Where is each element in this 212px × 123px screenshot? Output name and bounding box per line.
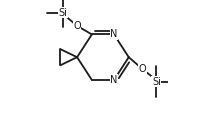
Text: O: O xyxy=(138,64,146,74)
Text: Si: Si xyxy=(59,8,67,18)
Text: N: N xyxy=(110,29,118,39)
Text: N: N xyxy=(110,75,118,85)
Text: O: O xyxy=(73,21,81,31)
Text: Si: Si xyxy=(152,77,161,87)
